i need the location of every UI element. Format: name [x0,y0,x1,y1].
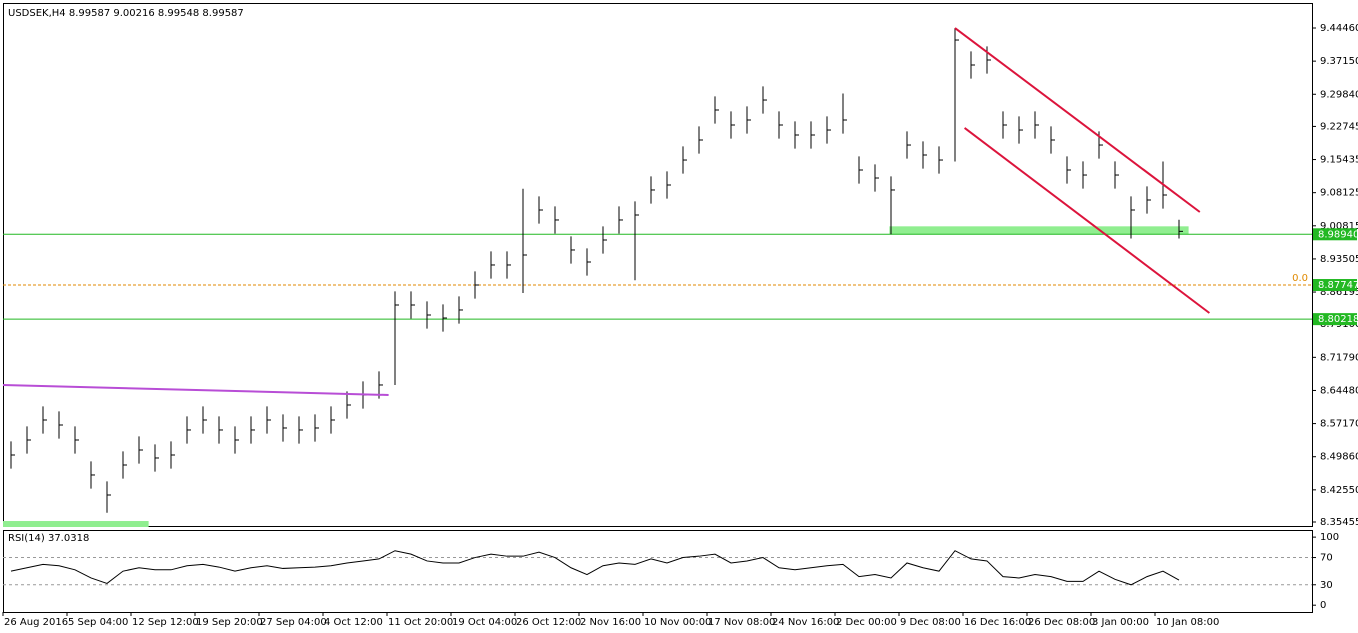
level-label: 8.80218 [1318,314,1358,325]
y-tick-label: 8.71790 [1320,352,1358,363]
y-tick-label: 8.49860 [1320,452,1358,463]
zone [889,226,1189,235]
x-tick-label: 24 Nov 16:00 [772,617,839,628]
x-tick-label: 16 Dec 16:00 [964,617,1031,628]
x-tick-label: 26 Dec 08:00 [1028,617,1095,628]
x-tick-label: 9 Dec 08:00 [900,617,961,628]
rsi-tick-label: 100 [1320,532,1339,543]
x-tick-label: 19 Sep 20:00 [196,617,263,628]
x-tick-label: 17 Nov 08:00 [708,617,775,628]
trendline [963,127,1211,314]
y-tick-label: 9.44460 [1320,23,1358,34]
rsi-tick-label: 70 [1320,553,1333,564]
x-tick-label: 3 Jan 00:00 [1092,617,1149,628]
level-note: 0.0 [1292,273,1308,284]
x-tick-label: 27 Sep 04:00 [260,617,327,628]
x-tick-label: 4 Oct 12:00 [324,617,383,628]
zone [3,521,149,527]
y-tick-label: 9.37150 [1320,56,1358,67]
level-label: 8.98940 [1318,229,1358,240]
y-tick-label: 9.22745 [1320,121,1358,132]
level-label: 8.87747 [1318,280,1358,291]
y-tick-label: 8.42550 [1320,485,1358,496]
level-label-box [1313,313,1357,326]
x-tick-label: 2 Dec 00:00 [836,617,897,628]
x-tick-label: 26 Aug 2016 [4,617,68,628]
y-tick-label: 8.35455 [1320,517,1358,528]
y-tick-label: 9.08125 [1320,188,1358,199]
y-tick-label: 8.93505 [1320,254,1358,265]
x-tick-label: 11 Oct 20:00 [388,617,453,628]
x-tick-label: 10 Nov 00:00 [644,617,711,628]
y-tick-label: 9.29840 [1320,89,1358,100]
rsi-line [10,550,1180,586]
y-tick-label: 8.57170 [1320,419,1358,430]
y-tick-label: 9.15435 [1320,155,1358,166]
rsi-frame [3,530,1313,613]
trendline [954,27,1201,213]
x-tick-label: 2 Nov 16:00 [580,617,641,628]
y-tick-label: 9.00815 [1320,221,1358,232]
price-frame [3,3,1313,527]
y-tick-label: 8.64480 [1320,385,1358,396]
x-tick-label: 12 Sep 12:00 [132,617,199,628]
rsi-tick-label: 30 [1320,580,1333,591]
y-tick-label: 8.86195 [1320,287,1358,298]
rsi-label: RSI(14) 37.0318 [8,533,89,544]
x-tick-label: 5 Sep 04:00 [68,617,128,628]
x-tick-label: 26 Oct 12:00 [516,617,581,628]
trendline [2,384,389,396]
x-tick-label: 10 Jan 08:00 [1156,617,1219,628]
rsi-tick-label: 0 [1320,600,1326,611]
level-label-box [1313,228,1357,241]
level-label-box [1313,279,1357,292]
x-tick-label: 19 Oct 04:00 [452,617,517,628]
chart-title: USDSEK,H4 8.99587 9.00216 8.99548 8.9958… [8,8,244,19]
